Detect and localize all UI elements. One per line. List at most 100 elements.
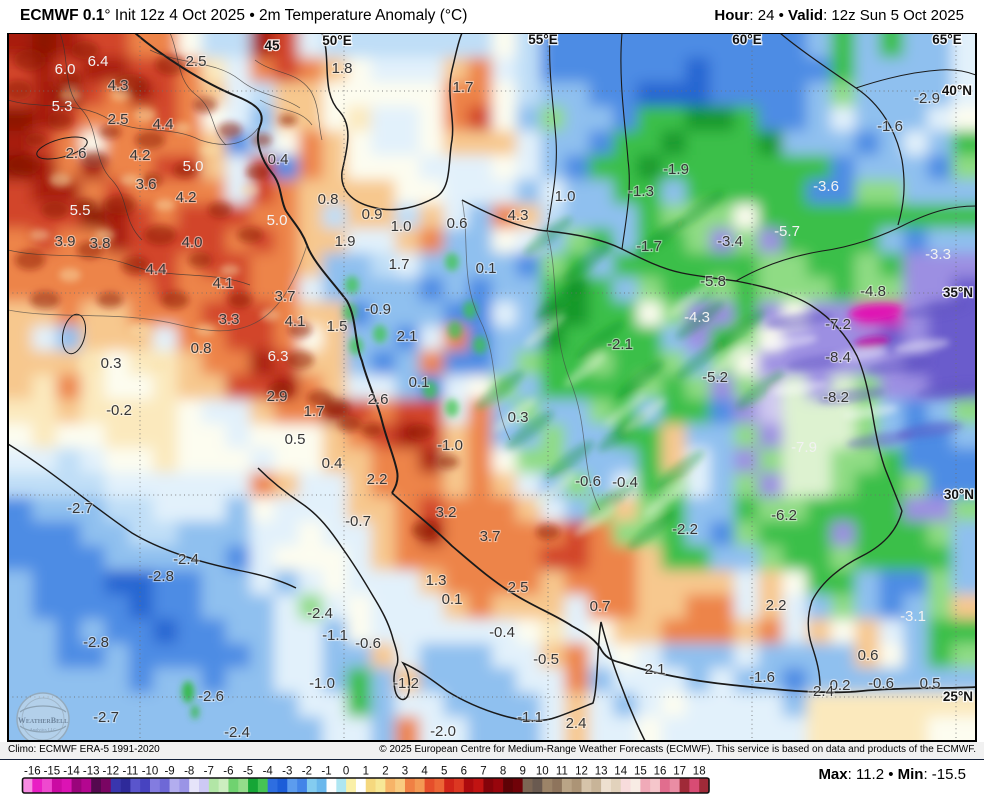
svg-text:-5.2: -5.2 — [702, 369, 728, 386]
svg-text:0.4: 0.4 — [322, 455, 343, 472]
svg-text:1.9: 1.9 — [335, 233, 356, 250]
svg-text:3.7: 3.7 — [480, 528, 501, 545]
svg-text:-2.7: -2.7 — [67, 500, 93, 517]
svg-text:4.2: 4.2 — [176, 189, 197, 206]
svg-text:2.1: 2.1 — [645, 661, 666, 678]
svg-text:4.4: 4.4 — [153, 116, 174, 133]
svg-text:60°E: 60°E — [732, 32, 761, 47]
svg-text:-2.9: -2.9 — [914, 90, 940, 107]
svg-text:3.6: 3.6 — [136, 176, 157, 193]
svg-text:2.5: 2.5 — [108, 111, 129, 128]
svg-text:0.5: 0.5 — [285, 431, 306, 448]
svg-text:65°E: 65°E — [932, 32, 961, 47]
svg-text:-1.1: -1.1 — [322, 627, 348, 644]
svg-text:10: 10 — [536, 766, 549, 778]
svg-text:-8: -8 — [184, 766, 194, 778]
svg-text:-0.4: -0.4 — [489, 624, 515, 641]
svg-text:0: 0 — [343, 766, 349, 778]
svg-text:3.7: 3.7 — [275, 288, 296, 305]
svg-text:-2.2: -2.2 — [672, 521, 698, 538]
svg-text:-0.5: -0.5 — [533, 651, 559, 668]
svg-text:Analytics LLC: Analytics LLC — [30, 727, 57, 732]
svg-text:0.7: 0.7 — [590, 598, 611, 615]
svg-text:-0.6: -0.6 — [868, 675, 894, 692]
svg-text:-3.3: -3.3 — [925, 246, 951, 263]
svg-text:-1.6: -1.6 — [877, 118, 903, 135]
svg-text:4.2: 4.2 — [130, 147, 151, 164]
svg-text:-13: -13 — [83, 766, 100, 778]
svg-text:1.7: 1.7 — [389, 256, 410, 273]
svg-text:0.5: 0.5 — [920, 675, 941, 692]
svg-text:-15: -15 — [44, 766, 61, 778]
svg-text:3.2: 3.2 — [436, 504, 457, 521]
svg-text:15: 15 — [634, 766, 647, 778]
svg-text:-5.7: -5.7 — [774, 223, 800, 240]
svg-text:-1.2: -1.2 — [393, 675, 419, 692]
svg-text:1.8: 1.8 — [332, 60, 353, 77]
svg-text:6.0: 6.0 — [55, 61, 76, 78]
svg-text:3.3: 3.3 — [219, 311, 240, 328]
svg-text:1.7: 1.7 — [453, 79, 474, 96]
svg-text:18: 18 — [693, 766, 706, 778]
svg-text:-4.8: -4.8 — [860, 283, 886, 300]
svg-text:1.3: 1.3 — [426, 572, 447, 589]
svg-text:40°N: 40°N — [942, 83, 972, 98]
svg-text:-3.1: -3.1 — [900, 608, 926, 625]
svg-text:-1: -1 — [321, 766, 331, 778]
svg-text:4.3: 4.3 — [508, 207, 529, 224]
svg-text:2.4: 2.4 — [566, 715, 587, 732]
svg-text:-2.4: -2.4 — [808, 683, 834, 700]
svg-text:4.4: 4.4 — [146, 261, 167, 278]
svg-text:25°N: 25°N — [943, 689, 973, 704]
svg-text:1.7: 1.7 — [304, 403, 325, 420]
svg-text:1: 1 — [363, 766, 369, 778]
svg-text:6.4: 6.4 — [88, 53, 109, 70]
svg-text:-2.8: -2.8 — [148, 568, 174, 585]
svg-text:-7: -7 — [204, 766, 214, 778]
svg-text:-8.4: -8.4 — [825, 349, 851, 366]
svg-text:0.3: 0.3 — [508, 409, 529, 426]
svg-text:-6.2: -6.2 — [771, 507, 797, 524]
svg-text:-2.6: -2.6 — [198, 688, 224, 705]
svg-text:4.3: 4.3 — [108, 77, 129, 94]
svg-text:-0.9: -0.9 — [365, 301, 391, 318]
svg-text:-0.2: -0.2 — [106, 402, 132, 419]
svg-text:2.6: 2.6 — [368, 391, 389, 408]
svg-text:2.6: 2.6 — [66, 145, 87, 162]
svg-text:-10: -10 — [142, 766, 159, 778]
svg-text:1.5: 1.5 — [327, 318, 348, 335]
svg-text:-7.9: -7.9 — [791, 439, 817, 456]
svg-text:35°N: 35°N — [943, 285, 973, 300]
svg-text:3: 3 — [402, 766, 408, 778]
svg-text:0.3: 0.3 — [101, 355, 122, 372]
svg-text:0.2: 0.2 — [830, 677, 851, 694]
svg-text:14: 14 — [614, 766, 627, 778]
svg-text:-2.4: -2.4 — [224, 724, 250, 741]
svg-text:-0.6: -0.6 — [575, 473, 601, 490]
svg-text:2.5: 2.5 — [186, 53, 207, 70]
svg-text:9: 9 — [519, 766, 525, 778]
svg-text:17: 17 — [673, 766, 686, 778]
svg-text:0.6: 0.6 — [858, 647, 879, 664]
svg-text:8: 8 — [500, 766, 506, 778]
svg-text:2: 2 — [382, 766, 388, 778]
svg-text:-0.6: -0.6 — [355, 635, 381, 652]
svg-text:-6: -6 — [223, 766, 233, 778]
svg-text:-0.7: -0.7 — [345, 513, 371, 530]
svg-text:2.1: 2.1 — [397, 328, 418, 345]
svg-text:-1.6: -1.6 — [749, 669, 775, 686]
svg-text:2.2: 2.2 — [766, 597, 787, 614]
svg-text:2.9: 2.9 — [267, 388, 288, 405]
svg-text:0.4: 0.4 — [268, 151, 289, 168]
svg-text:45: 45 — [264, 38, 280, 53]
svg-text:5.0: 5.0 — [267, 212, 288, 229]
svg-text:0.6: 0.6 — [447, 215, 468, 232]
svg-text:6.3: 6.3 — [268, 348, 289, 365]
svg-text:13: 13 — [595, 766, 608, 778]
svg-text:1.0: 1.0 — [391, 218, 412, 235]
svg-text:0.1: 0.1 — [409, 374, 430, 391]
svg-text:-4.3: -4.3 — [684, 309, 710, 326]
svg-text:-3: -3 — [282, 766, 292, 778]
svg-text:11: 11 — [556, 766, 568, 778]
svg-text:-12: -12 — [102, 766, 119, 778]
